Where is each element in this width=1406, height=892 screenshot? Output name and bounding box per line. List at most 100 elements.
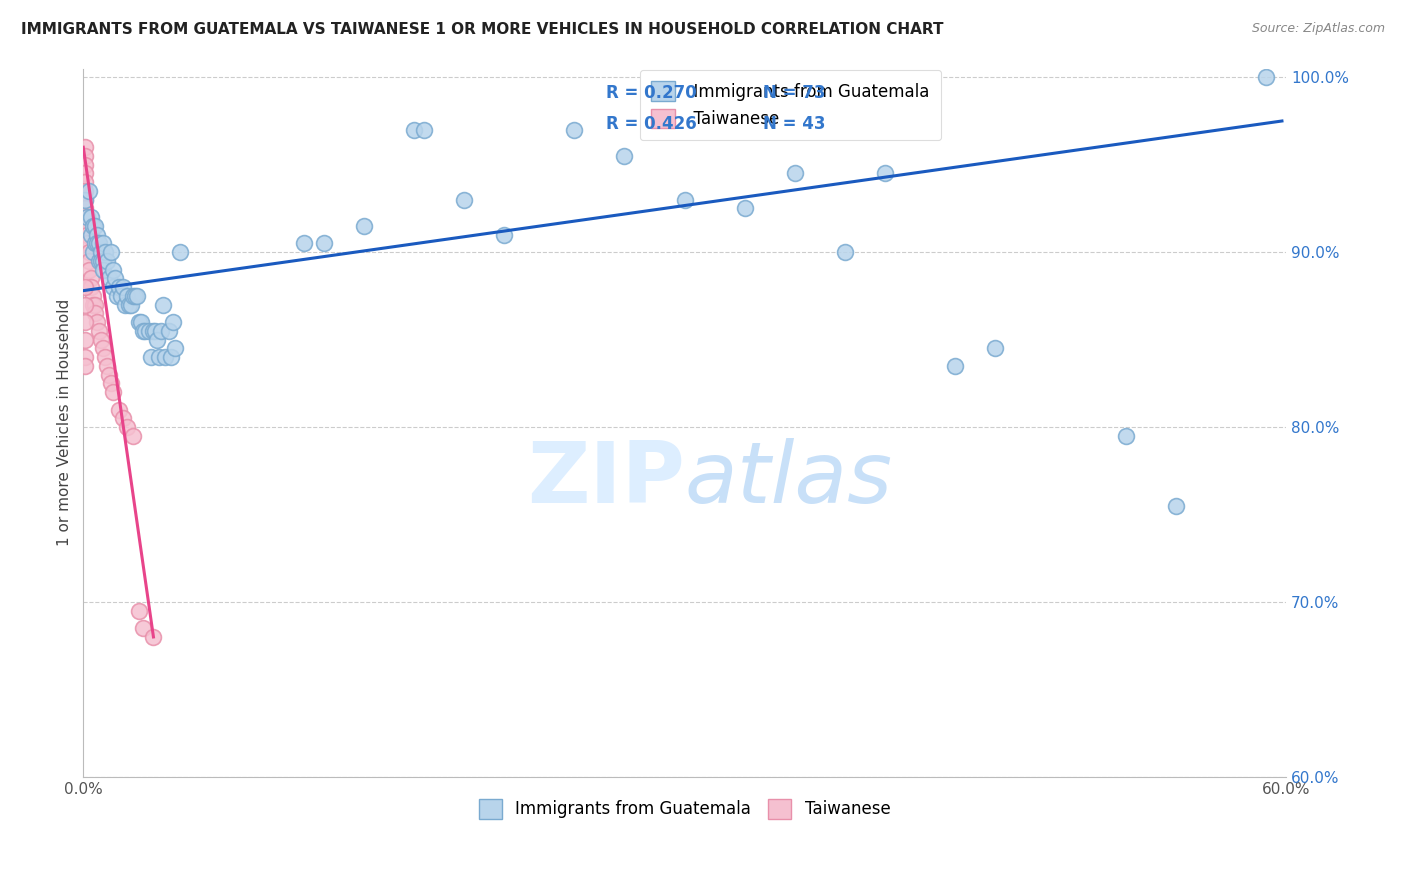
Point (84, 219, 107, 233)
Point (90, 333, 112, 347)
Point (75, 333, 97, 347)
Point (159, 324, 181, 338)
Point (100, 376, 122, 391)
Point (76, 210, 98, 224)
Text: N = 43: N = 43 (763, 114, 825, 133)
Point (91, 262, 114, 277)
Point (86, 236, 108, 251)
Point (84, 306, 107, 320)
Point (100, 245, 122, 260)
Point (75, 166, 97, 180)
Point (82, 245, 104, 260)
Point (110, 289, 132, 303)
Point (75, 158, 97, 172)
Point (75, 140, 97, 154)
Point (169, 245, 191, 260)
Point (90, 254, 112, 268)
Point (128, 604, 150, 618)
Point (82, 219, 104, 233)
Point (145, 324, 167, 338)
Point (108, 280, 131, 294)
Point (82, 298, 104, 312)
Point (75, 184, 97, 198)
Point (734, 202, 756, 216)
Point (75, 175, 97, 189)
Point (118, 298, 141, 312)
Point (75, 359, 97, 373)
Point (117, 289, 139, 303)
Point (80, 210, 103, 224)
Point (122, 429, 145, 443)
Point (89, 236, 111, 251)
Point (75, 280, 97, 294)
Point (75, 350, 97, 364)
Point (84, 236, 107, 251)
Point (943, 359, 966, 373)
Point (91, 342, 114, 356)
Point (312, 236, 335, 251)
Point (103, 280, 125, 294)
Point (105, 289, 128, 303)
Point (150, 324, 173, 338)
Point (86, 227, 108, 242)
Point (94, 350, 117, 364)
Text: N = 73: N = 73 (763, 84, 825, 102)
Y-axis label: 1 or more Vehicles in Household: 1 or more Vehicles in Household (58, 299, 72, 546)
Point (564, 122, 586, 136)
Point (75, 298, 97, 312)
Point (75, 193, 97, 207)
Point (84, 298, 107, 312)
Text: atlas: atlas (685, 438, 893, 521)
Point (142, 630, 165, 644)
Point (114, 298, 136, 312)
Point (75, 315, 97, 329)
Point (80, 271, 103, 285)
Point (834, 245, 856, 260)
Point (91, 236, 114, 251)
Point (98, 271, 121, 285)
Point (141, 350, 163, 364)
Point (117, 420, 139, 434)
Point (120, 298, 142, 312)
Point (128, 315, 150, 329)
Point (152, 298, 174, 312)
Text: Source: ZipAtlas.com: Source: ZipAtlas.com (1251, 22, 1385, 36)
Point (127, 289, 149, 303)
Point (80, 227, 103, 242)
Point (160, 350, 183, 364)
Point (76, 210, 98, 224)
Point (79, 184, 101, 198)
Point (80, 280, 103, 294)
Point (165, 342, 187, 356)
Text: IMMIGRANTS FROM GUATEMALA VS TAIWANESE 1 OR MORE VEHICLES IN HOUSEHOLD CORRELATI: IMMIGRANTS FROM GUATEMALA VS TAIWANESE 1… (21, 22, 943, 37)
Point (76, 236, 98, 251)
Point (96, 359, 118, 373)
Point (984, 342, 1007, 356)
Point (104, 271, 127, 285)
Point (94, 245, 117, 260)
Point (148, 350, 170, 364)
Point (132, 324, 155, 338)
Point (75, 202, 97, 216)
Point (132, 621, 155, 635)
Point (1115, 429, 1137, 443)
Point (1164, 499, 1187, 513)
Point (402, 122, 425, 136)
Point (146, 333, 169, 347)
Point (91, 254, 114, 268)
Point (162, 315, 184, 329)
Point (353, 219, 375, 233)
Point (90, 245, 112, 260)
Point (112, 280, 135, 294)
Point (79, 254, 101, 268)
Point (103, 262, 125, 277)
Point (142, 324, 165, 338)
Point (89, 254, 111, 268)
Point (112, 411, 135, 425)
Point (122, 289, 145, 303)
Point (783, 166, 806, 180)
Point (76, 219, 98, 233)
Point (613, 149, 636, 163)
Point (124, 289, 146, 303)
Point (76, 227, 98, 242)
